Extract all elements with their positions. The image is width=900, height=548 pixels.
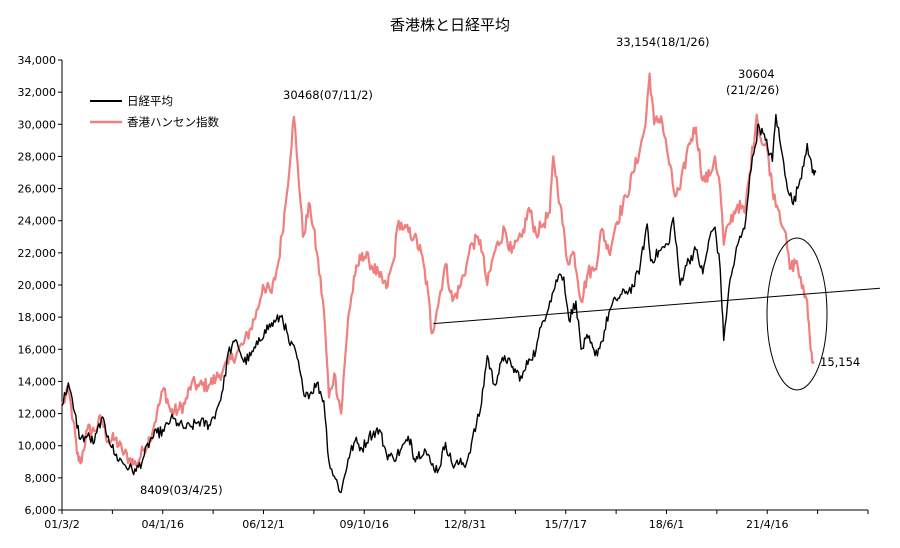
series-line-hangseng — [60, 72, 815, 468]
x-tick-label: 06/12/1 — [242, 518, 284, 531]
legend-label-nikkei: 日経平均 — [127, 94, 173, 108]
y-tick-label: 28,000 — [18, 150, 57, 163]
highlight-ellipse — [766, 237, 828, 391]
annotation-hangseng-latest: 15,154 — [820, 355, 860, 369]
y-tick-label: 10,000 — [18, 440, 57, 453]
y-tick-label: 18,000 — [18, 311, 57, 324]
annotation-nikkei-low: 8409(03/4/25) — [140, 483, 223, 497]
x-tick-label: 01/3/2 — [44, 518, 79, 531]
y-tick-label: 8,000 — [25, 472, 57, 485]
y-tick-label: 34,000 — [18, 54, 57, 67]
y-tick-label: 30,000 — [18, 118, 57, 131]
x-tick-label: 21/4/16 — [746, 518, 788, 531]
legend-label-hangseng: 香港ハンセン指数 — [127, 115, 219, 129]
x-tick-label: 15/7/17 — [545, 518, 587, 531]
trendline-layer — [433, 287, 881, 325]
series-line-nikkei — [61, 113, 817, 494]
y-tick-label: 6,000 — [25, 504, 57, 517]
y-tick-label: 20,000 — [18, 279, 57, 292]
y-tick-label: 32,000 — [18, 86, 57, 99]
y-tick-label: 12,000 — [18, 408, 57, 421]
x-tick-label: 18/6/1 — [649, 518, 684, 531]
x-tick-label: 12/8/31 — [444, 518, 486, 531]
annotation-hangseng-2021-peak-date: (21/2/26) — [726, 83, 779, 97]
y-tick-label: 16,000 — [18, 343, 57, 356]
y-tick-label: 24,000 — [18, 215, 57, 228]
x-tick-label: 04/1/16 — [142, 518, 184, 531]
y-tick-label: 22,000 — [18, 247, 57, 260]
y-tick-label: 14,000 — [18, 375, 57, 388]
series-layer — [60, 72, 817, 494]
legend: 日経平均 香港ハンセン指数 — [90, 94, 219, 129]
annotations: 8409(03/4/25) 30468(07/11/2) 33,154(18/1… — [140, 35, 860, 497]
annotation-hangseng-2021-peak-value: 30604 — [738, 67, 775, 81]
y-axis-ticks: 6,000 8,000 10,000 12,000 14,000 16,000 18,000… — [18, 54, 62, 517]
annotation-hangseng-2007-peak: 30468(07/11/2) — [283, 88, 373, 102]
chart-title: 香港株と日経平均 — [390, 16, 510, 34]
x-tick-label: 09/10/16 — [340, 518, 389, 531]
trendline — [433, 287, 881, 325]
annotation-hangseng-2018-peak: 33,154(18/1/26) — [616, 35, 710, 49]
y-tick-label: 26,000 — [18, 183, 57, 196]
x-axis-ticks: 01/3/2 04/1/16 06/12/1 09/10/16 12/8/31 15/7/… — [44, 510, 869, 531]
